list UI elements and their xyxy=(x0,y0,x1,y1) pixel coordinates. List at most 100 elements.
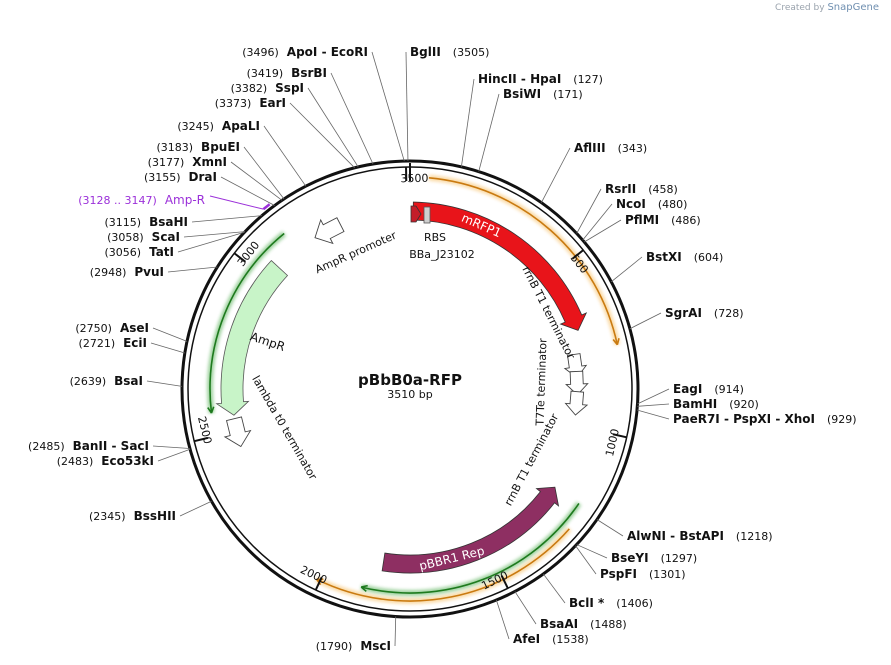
site-xmni[interactable]: (3177) XmnI xyxy=(148,155,283,201)
restriction-sites: (3496) ApoI - EcoRI BglII (3505) HincII - Hp… xyxy=(28,45,857,653)
outer-arc-3 xyxy=(207,231,287,414)
site-label: AlwNI - BstAPI (1218) xyxy=(627,529,773,543)
site-apoi[interactable]: (3496) ApoI - EcoRI xyxy=(242,45,405,162)
outer-arc-2 xyxy=(360,501,582,597)
site-label: (2948) PvuI xyxy=(90,265,164,279)
site-eco53ki[interactable]: (2483) Eco53kI xyxy=(57,448,191,468)
site-bpuei[interactable]: (3183) BpuEI xyxy=(156,140,285,200)
site-label: (1790) MscI xyxy=(316,639,391,653)
site-rsrii[interactable]: RsrII (458) xyxy=(576,182,678,234)
site-pspfi[interactable]: PspFI (1301) xyxy=(575,545,686,581)
plasmid-length: 3510 bp xyxy=(387,388,432,401)
feature-rbs[interactable]: RBS xyxy=(423,206,446,244)
tick-2500 xyxy=(193,436,209,443)
site-label: (3058) ScaI xyxy=(107,230,180,244)
site-eagi[interactable]: EagI (914) xyxy=(637,382,744,405)
site-label: (2721) EciI xyxy=(79,336,147,350)
primer-label: (3128 .. 3147) Amp-R xyxy=(78,193,205,207)
site-label: (3183) BpuEI xyxy=(156,140,240,154)
feature-label-ampr: AmpR xyxy=(248,329,286,354)
site-tati[interactable]: (3056) TatI xyxy=(104,231,245,259)
feature-label-t7te: T7Te terminator xyxy=(533,338,549,427)
feature-label-pbbr1-rep: pBBR1 Rep xyxy=(418,544,486,574)
site-msci[interactable]: (1790) MscI xyxy=(316,616,397,653)
site-label: (2483) Eco53kI xyxy=(57,454,154,468)
site-bseyi[interactable]: BseYI (1297) xyxy=(576,544,697,565)
site-scai[interactable]: (3058) ScaI xyxy=(107,230,246,244)
site-label: (3373) EarI xyxy=(215,96,286,110)
site-label: PaeR7I - PspXI - XhoI (929) xyxy=(673,412,857,426)
feature-mrfp1[interactable]: mRFP1 xyxy=(412,201,588,331)
outer-arc-0 xyxy=(428,174,621,346)
outer-arc-1 xyxy=(315,526,572,604)
site-label: EagI (914) xyxy=(673,382,744,396)
feature-ampr-promoter[interactable]: AmpR promoter xyxy=(309,213,399,276)
site-sgrai[interactable]: SgrAI (728) xyxy=(629,306,744,330)
site-banii[interactable]: (2485) BanII - SacI xyxy=(28,439,190,453)
site-afliii[interactable]: AflIII (343) xyxy=(541,141,647,203)
tick-1500 xyxy=(500,575,509,589)
site-bstxi[interactable]: BstXI (604) xyxy=(610,250,723,283)
site-eari[interactable]: (3373) EarI xyxy=(215,96,355,169)
site-bcli[interactable]: BclI * (1406) xyxy=(543,573,653,610)
tick-label-2500: 2500 xyxy=(195,415,214,445)
site-drai[interactable]: (3155) DraI xyxy=(144,170,275,206)
site-bsahi[interactable]: (3115) BsaHI xyxy=(105,215,262,229)
site-apali[interactable]: (3245) ApaLI xyxy=(177,119,307,187)
site-alwni[interactable]: AlwNI - BstAPI (1218) xyxy=(596,519,773,543)
outer-feature-arcs xyxy=(207,174,621,604)
site-label: (3245) ApaLI xyxy=(177,119,260,133)
site-bglii[interactable]: BglII (3505) xyxy=(405,45,489,162)
primer-amp-r[interactable]: (3128 .. 3147) Amp-R xyxy=(78,193,271,211)
site-label: (2485) BanII - SacI xyxy=(28,439,149,453)
site-label: SgrAI (728) xyxy=(665,306,744,320)
site-bsshii[interactable]: (2345) BssHII xyxy=(89,500,212,523)
site-pflmi[interactable]: PflMI (486) xyxy=(584,213,701,243)
tick-2000 xyxy=(314,576,323,591)
site-hincii[interactable]: HincII - HpaI (127) xyxy=(460,72,603,167)
feature-label-lambda-t0: lambda t0 terminator xyxy=(249,373,319,482)
backbone-outer-ring xyxy=(180,159,640,619)
site-label: (2750) AseI xyxy=(75,321,149,335)
site-label: RsrII (458) xyxy=(605,182,678,196)
site-paer7i[interactable]: PaeR7I - PspXI - XhoI (929) xyxy=(636,409,857,426)
tick-label-1000: 1000 xyxy=(603,428,622,458)
site-label: AflIII (343) xyxy=(574,141,647,155)
feature-label-bba-j23102: BBa_J23102 xyxy=(409,248,475,261)
site-label: BstXI (604) xyxy=(646,250,723,264)
site-label: BsaAI (1488) xyxy=(540,617,627,631)
site-label: BglII (3505) xyxy=(410,45,489,59)
site-ncoi[interactable]: NcoI (480) xyxy=(582,197,688,241)
site-bsaai[interactable]: BsaAI (1488) xyxy=(514,591,627,631)
site-bsiwi[interactable]: BsiWI (171) xyxy=(478,87,583,172)
site-label: (3382) SspI xyxy=(231,81,304,95)
feature-t7te-terminator[interactable] xyxy=(565,370,589,396)
tick-label-3000: 3000 xyxy=(235,239,262,269)
site-afei[interactable]: AfeI (1538) xyxy=(495,599,589,646)
feature-ampr[interactable]: AmpR xyxy=(215,259,289,416)
credit-brand: SnapGene xyxy=(827,2,879,13)
feature-bba-j23102[interactable]: BBa_J23102 xyxy=(409,205,475,261)
feature-rrnb-t1-terminator[interactable] xyxy=(564,390,589,416)
site-ecii[interactable]: (2721) EciI xyxy=(79,336,185,354)
site-label: PspFI (1301) xyxy=(600,567,686,581)
site-label: BsiWI (171) xyxy=(503,87,583,101)
site-asei[interactable]: (2750) AseI xyxy=(75,321,188,342)
tick-1000 xyxy=(612,433,627,439)
site-label: (3419) BsrBI xyxy=(247,66,327,80)
site-pvui[interactable]: (2948) PvuI xyxy=(90,265,218,279)
site-bsrbi[interactable]: (3419) BsrBI xyxy=(247,66,374,165)
tick-3000 xyxy=(233,252,247,263)
site-label: AfeI (1538) xyxy=(513,632,589,646)
site-label: (3155) DraI xyxy=(144,170,217,184)
site-sspi[interactable]: (3382) SspI xyxy=(231,81,359,168)
site-label: (2345) BssHII xyxy=(89,509,176,523)
site-label: NcoI (480) xyxy=(616,197,687,211)
credit-prefix: Created by xyxy=(775,3,825,13)
snapgene-credit: Created by SnapGene xyxy=(775,2,879,13)
plasmid-name: pBbB0a-RFP xyxy=(358,371,462,389)
site-bsai[interactable]: (2639) BsaI xyxy=(70,374,183,388)
site-bamhi[interactable]: BamHI (920) xyxy=(637,397,759,411)
site-label: HincII - HpaI (127) xyxy=(478,72,603,86)
